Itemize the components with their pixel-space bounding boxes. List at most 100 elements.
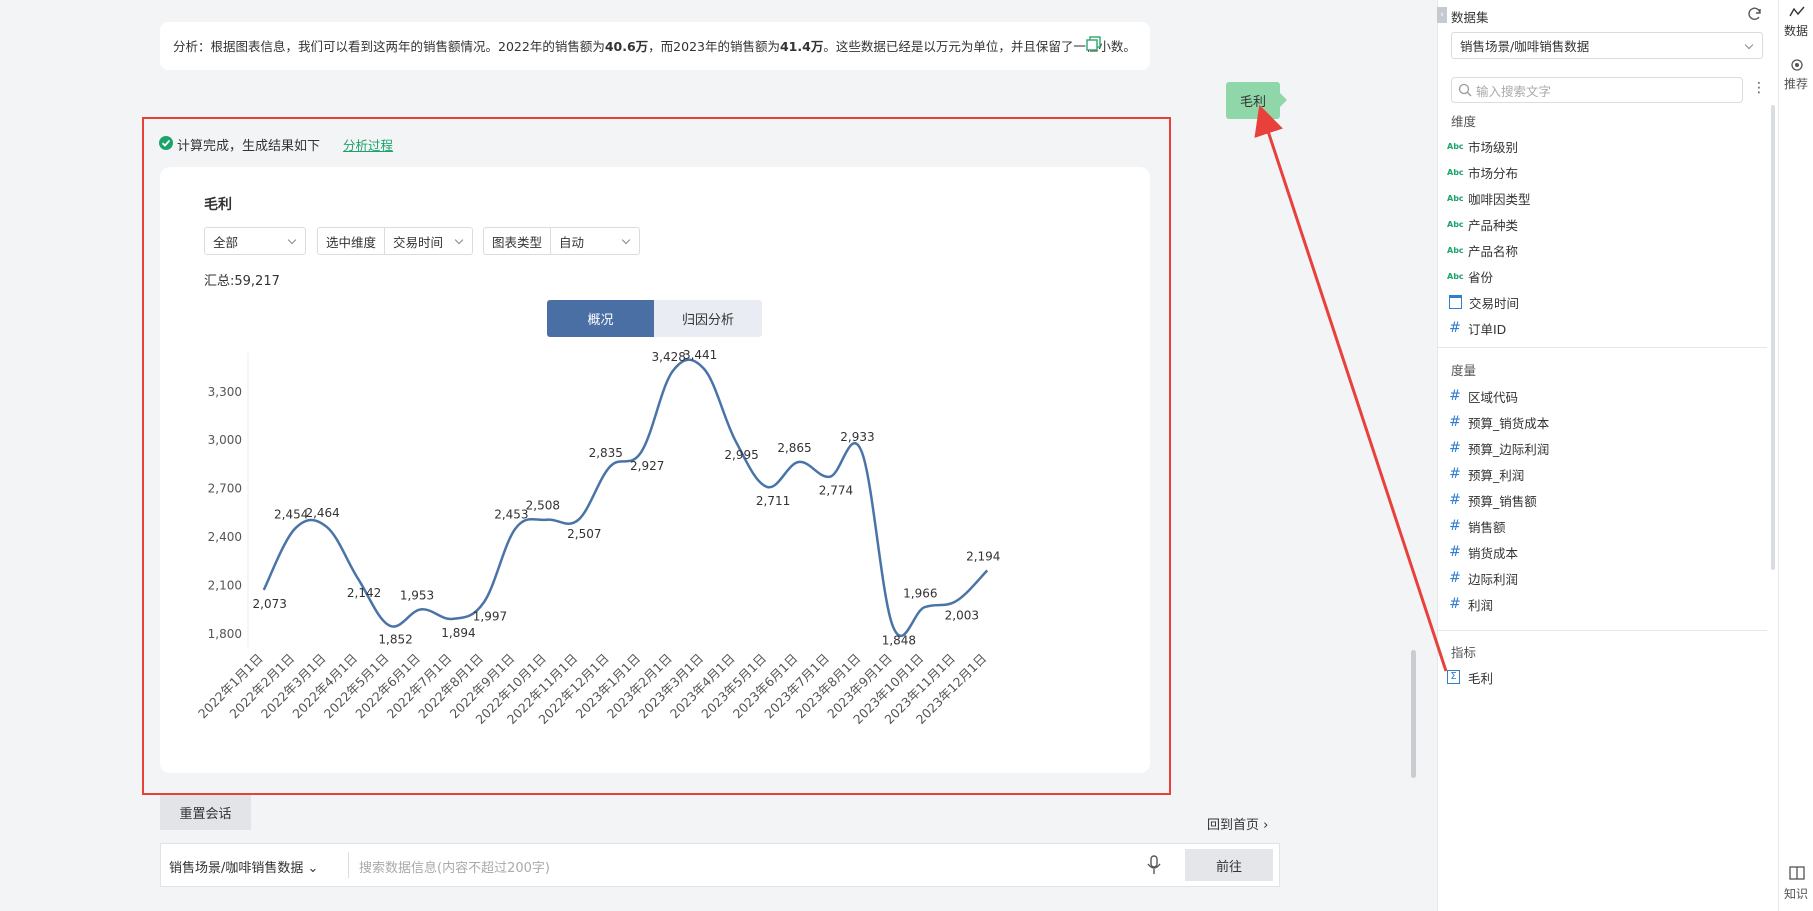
chart-type-select[interactable]: 图表类型 自动 bbox=[483, 227, 640, 255]
dataset-select[interactable]: 销售场景/咖啡销售数据 ⌄ bbox=[169, 861, 319, 876]
field-icon: Abc bbox=[1447, 167, 1464, 177]
field-icon: # bbox=[1449, 596, 1461, 612]
field-item[interactable]: # 区域代码 bbox=[1447, 386, 1518, 406]
annotation-arrow bbox=[1254, 104, 1448, 672]
mic-icon[interactable] bbox=[1146, 855, 1162, 875]
data-label: 3,441 bbox=[683, 348, 717, 362]
field-item[interactable]: # 预算_销货成本 bbox=[1447, 412, 1549, 432]
field-item[interactable]: # 预算_销售额 bbox=[1447, 490, 1537, 510]
data-label: 2,774 bbox=[819, 484, 853, 498]
field-label: 销售额 bbox=[1468, 519, 1506, 535]
search-input[interactable]: 搜索数据信息(内容不超过200字) bbox=[359, 861, 550, 876]
refresh-icon[interactable] bbox=[1747, 6, 1763, 22]
sidebar-title: 数据集 bbox=[1451, 10, 1489, 25]
text: ，而2023年的销售额为 bbox=[648, 39, 780, 54]
group-list: # 区域代码 # 预算_销货成本 # 预算_边际利润 # 预算_利润 # 预算_销售额 # 销售额 # 销… bbox=[1447, 386, 1549, 614]
field-label: 市场级别 bbox=[1468, 139, 1519, 155]
dimension-select[interactable]: 选中维度 交易时间 bbox=[317, 227, 473, 255]
field-item[interactable]: # 订单ID bbox=[1447, 318, 1506, 338]
card-title: 毛利 bbox=[204, 197, 232, 213]
field-icon: # bbox=[1449, 544, 1461, 560]
field-label: 交易时间 bbox=[1469, 295, 1520, 311]
data-label: 3,428 bbox=[652, 350, 686, 364]
data-label: 2,835 bbox=[589, 446, 623, 460]
y-tick-label: 2,100 bbox=[208, 579, 242, 593]
field-item[interactable]: Abc 产品种类 bbox=[1447, 214, 1518, 234]
search-input[interactable]: 输入搜索文字 bbox=[1451, 77, 1743, 103]
analysis-link[interactable]: 分析过程 bbox=[343, 138, 394, 153]
analysis-card: 分析：根据图表信息，我们可以看到这两年的销售额情况。2022年的销售额为40.6… bbox=[160, 22, 1150, 70]
sidebar-scrollbar bbox=[1771, 105, 1775, 570]
data-label: 2,194 bbox=[966, 549, 1000, 563]
tab[interactable]: 归因分析 bbox=[654, 300, 762, 337]
data-label: 1,894 bbox=[441, 626, 475, 640]
field-icon: Abc bbox=[1447, 271, 1464, 281]
data-label: 2,508 bbox=[526, 499, 560, 513]
data-label: 2,464 bbox=[305, 506, 339, 520]
rail-item[interactable]: 知识 bbox=[1784, 887, 1809, 901]
field-icon: # bbox=[1449, 518, 1461, 534]
field-icon: Abc bbox=[1447, 245, 1464, 255]
reset-button[interactable]: 重置会话 bbox=[160, 795, 251, 830]
field-icon: # bbox=[1449, 388, 1461, 404]
sidebar bbox=[1437, 0, 1779, 911]
go-button[interactable]: 前往 bbox=[1185, 849, 1273, 881]
field-item[interactable]: Abc 市场分布 bbox=[1447, 162, 1518, 182]
filter-select[interactable]: 全部 bbox=[204, 227, 306, 255]
select-value: 全部 bbox=[213, 234, 239, 250]
field-icon: # bbox=[1449, 466, 1461, 482]
y-tick-label: 3,300 bbox=[208, 385, 242, 399]
home-link[interactable]: 回到首页 › bbox=[1207, 818, 1269, 833]
field-item[interactable]: # 边际利润 bbox=[1447, 568, 1518, 588]
more-icon[interactable]: ⋮ bbox=[1752, 80, 1766, 96]
data-label: 1,953 bbox=[400, 588, 434, 602]
field-item[interactable]: 交易时间 bbox=[1447, 292, 1519, 312]
group-title: 度量 bbox=[1451, 363, 1477, 378]
highlight: 41.4万 bbox=[779, 39, 824, 54]
rail-item[interactable]: 数据 bbox=[1784, 24, 1809, 38]
field-icon: # bbox=[1449, 570, 1461, 586]
data-label: 2,865 bbox=[777, 441, 811, 455]
field-icon: Σ bbox=[1447, 670, 1460, 684]
field-item[interactable]: # 利润 bbox=[1447, 594, 1493, 614]
field-item[interactable]: Σ 毛利 bbox=[1447, 667, 1493, 687]
data-label: 1,966 bbox=[903, 586, 937, 600]
search-bar: 销售场景/咖啡销售数据 ⌄ 搜索数据信息(内容不超过200字) 前往 bbox=[160, 843, 1280, 887]
field-icon: # bbox=[1449, 414, 1461, 430]
select-value: 销售场景/咖啡销售数据 bbox=[169, 861, 304, 876]
data-label: 1,852 bbox=[378, 633, 412, 647]
field-item[interactable]: # 销售额 bbox=[1447, 516, 1506, 536]
tab-active[interactable]: 概况 bbox=[547, 300, 654, 337]
text: 。这些数据已经是以万元为单位，并且保留了一位小数。 bbox=[823, 39, 1136, 54]
field-item[interactable]: Abc 省份 bbox=[1447, 266, 1493, 286]
highlight-box bbox=[142, 117, 1171, 795]
data-label: 1,997 bbox=[473, 609, 507, 623]
chart-card bbox=[160, 167, 1150, 773]
status-text: 计算完成，生成结果如下 bbox=[177, 139, 321, 154]
analysis-text: 分析：根据图表信息，我们可以看到这两年的销售额情况。2022年的销售额为40.6… bbox=[173, 36, 1136, 55]
copy-icon[interactable] bbox=[1085, 35, 1103, 53]
rail-item[interactable]: 推荐 bbox=[1784, 77, 1809, 91]
collapse-button[interactable]: › bbox=[1437, 7, 1447, 23]
tag-pointer bbox=[1280, 93, 1287, 107]
data-label: 2,995 bbox=[724, 448, 758, 462]
field-item[interactable]: # 预算_利润 bbox=[1447, 464, 1524, 484]
select-value: 自动 bbox=[551, 228, 639, 254]
field-icon: Abc bbox=[1447, 141, 1464, 151]
field-item[interactable]: Abc 市场级别 bbox=[1447, 136, 1518, 156]
field-item[interactable]: # 销货成本 bbox=[1447, 542, 1518, 562]
field-item[interactable]: Abc 咖啡因类型 bbox=[1447, 188, 1531, 208]
data-label: 1,848 bbox=[882, 633, 916, 647]
field-item[interactable]: # 预算_边际利润 bbox=[1447, 438, 1549, 458]
field-item[interactable]: Abc 产品名称 bbox=[1447, 240, 1518, 260]
field-icon: # bbox=[1449, 492, 1461, 508]
placeholder: 输入搜索文字 bbox=[1476, 83, 1552, 99]
select-value: 交易时间 bbox=[385, 228, 472, 254]
dataset-select[interactable]: 销售场景/咖啡销售数据 bbox=[1451, 32, 1763, 59]
data-label: 2,453 bbox=[494, 508, 528, 522]
field-label: 利润 bbox=[1468, 597, 1494, 613]
field-label: 预算_销货成本 bbox=[1468, 415, 1550, 431]
y-tick-label: 2,400 bbox=[208, 530, 242, 544]
